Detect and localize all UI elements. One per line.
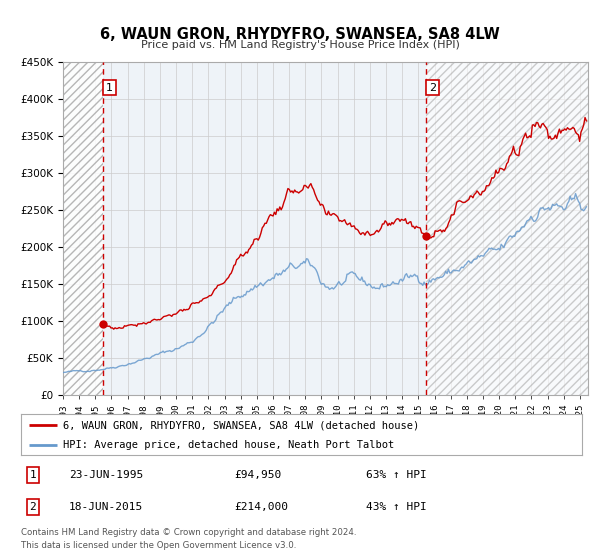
Text: 2: 2 bbox=[29, 502, 37, 512]
Text: 6, WAUN GRON, RHYDYFRO, SWANSEA, SA8 4LW (detached house): 6, WAUN GRON, RHYDYFRO, SWANSEA, SA8 4LW… bbox=[63, 421, 419, 430]
Text: 2: 2 bbox=[429, 82, 436, 92]
Text: 63% ↑ HPI: 63% ↑ HPI bbox=[366, 470, 427, 480]
Text: 23-JUN-1995: 23-JUN-1995 bbox=[69, 470, 143, 480]
Text: 6, WAUN GRON, RHYDYFRO, SWANSEA, SA8 4LW: 6, WAUN GRON, RHYDYFRO, SWANSEA, SA8 4LW bbox=[100, 27, 500, 42]
Text: This data is licensed under the Open Government Licence v3.0.: This data is licensed under the Open Gov… bbox=[21, 541, 296, 550]
Text: HPI: Average price, detached house, Neath Port Talbot: HPI: Average price, detached house, Neat… bbox=[63, 440, 394, 450]
Text: Price paid vs. HM Land Registry's House Price Index (HPI): Price paid vs. HM Land Registry's House … bbox=[140, 40, 460, 50]
Text: 1: 1 bbox=[106, 82, 113, 92]
Text: Contains HM Land Registry data © Crown copyright and database right 2024.: Contains HM Land Registry data © Crown c… bbox=[21, 529, 356, 538]
Text: £214,000: £214,000 bbox=[234, 502, 288, 512]
Bar bbox=[426, 62, 588, 395]
Text: £94,950: £94,950 bbox=[234, 470, 281, 480]
Text: 18-JUN-2015: 18-JUN-2015 bbox=[69, 502, 143, 512]
Bar bbox=[63, 62, 103, 395]
Bar bbox=[63, 62, 103, 395]
Text: 43% ↑ HPI: 43% ↑ HPI bbox=[366, 502, 427, 512]
Text: 1: 1 bbox=[29, 470, 37, 480]
